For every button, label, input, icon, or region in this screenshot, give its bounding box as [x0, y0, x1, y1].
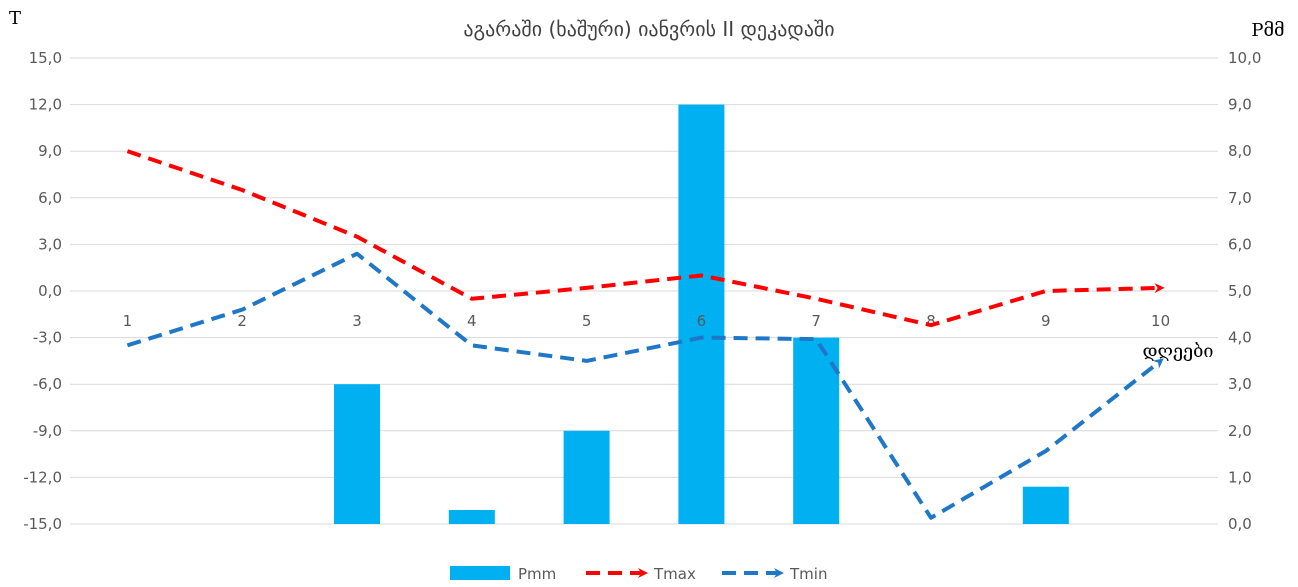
y-left-tick-label: -15,0: [23, 515, 62, 533]
y-left-tick-label: 6,0: [38, 189, 62, 207]
chart-title-line2: აგარაში (ხაშური) იანვრის II დეკადაში: [463, 17, 834, 41]
category-label: 3: [352, 312, 362, 330]
category-label: 6: [697, 312, 707, 330]
y-left-tick-label: 15,0: [29, 49, 62, 67]
pmm-bar: [678, 104, 725, 524]
tmin-line: [126, 251, 1164, 520]
tmin-legend-label: Tmin: [789, 565, 827, 583]
y-left-tick-label: 9,0: [38, 142, 62, 160]
pmm-bar: [448, 510, 495, 524]
y-right-tick-label: 4,0: [1228, 329, 1252, 347]
pmm-legend-label: Pmm: [518, 565, 556, 583]
y-right-tick-label: 0,0: [1228, 515, 1252, 533]
y-right-tick-label: 6,0: [1228, 235, 1252, 253]
y-right-tick-label: 3,0: [1228, 375, 1252, 393]
x-axis-title: დღეები: [1143, 341, 1214, 362]
category-label: 10: [1151, 312, 1170, 330]
tmax-line: [126, 149, 1165, 328]
y-right-tick-label: 5,0: [1228, 282, 1252, 300]
category-label: 8: [926, 312, 936, 330]
pmm-bar: [1022, 486, 1069, 524]
y-left-tick-label: 12,0: [29, 96, 62, 114]
pmm-legend-swatch: [450, 566, 510, 580]
y-left-tick-label: -9,0: [33, 422, 62, 440]
gridlines: [70, 57, 1218, 525]
pmm-bar: [793, 337, 840, 524]
y-right-tick-label: 7,0: [1228, 189, 1252, 207]
y-right-tick-label: 2,0: [1228, 422, 1252, 440]
legend: Pmm Tmax Tmin: [450, 565, 827, 583]
pmm-bars: [334, 104, 1069, 524]
y-left-tick-labels: 15,0 12,0 9,0 6,0 3,0 0,0 -3,0 -6,0 -9,0 -12,0 -15…: [23, 49, 62, 533]
temperature-lines: [126, 149, 1165, 520]
tmax-legend-label: Tmax: [653, 565, 696, 583]
category-label: 9: [1041, 312, 1051, 330]
y-left-axis-title: T: [9, 8, 21, 29]
y-right-axis-title: Pმმ: [1251, 20, 1284, 41]
y-left-tick-label: 3,0: [38, 235, 62, 253]
y-right-tick-label: 1,0: [1228, 468, 1252, 486]
pmm-bar: [563, 430, 610, 524]
y-left-tick-label: -6,0: [33, 375, 62, 393]
category-label: 1: [123, 312, 133, 330]
y-right-tick-label: 8,0: [1228, 142, 1252, 160]
category-label: 4: [467, 312, 477, 330]
category-label: 5: [582, 312, 592, 330]
category-label: 2: [237, 312, 247, 330]
y-left-tick-label: -12,0: [23, 468, 62, 486]
y-right-tick-label: 9,0: [1228, 96, 1252, 114]
y-right-tick-label: 10,0: [1228, 49, 1261, 67]
category-label: 7: [811, 312, 821, 330]
y-left-tick-label: -3,0: [33, 329, 62, 347]
y-left-tick-label: 0,0: [38, 282, 62, 300]
pmm-bar: [334, 384, 380, 524]
category-labels: 1 2 3 4 5 6 7 8 9 10: [123, 312, 1171, 330]
y-right-tick-labels: 10,0 9,0 8,0 7,0 6,0 5,0 4,0 3,0 2,0 1,0 0,0: [1228, 49, 1261, 533]
